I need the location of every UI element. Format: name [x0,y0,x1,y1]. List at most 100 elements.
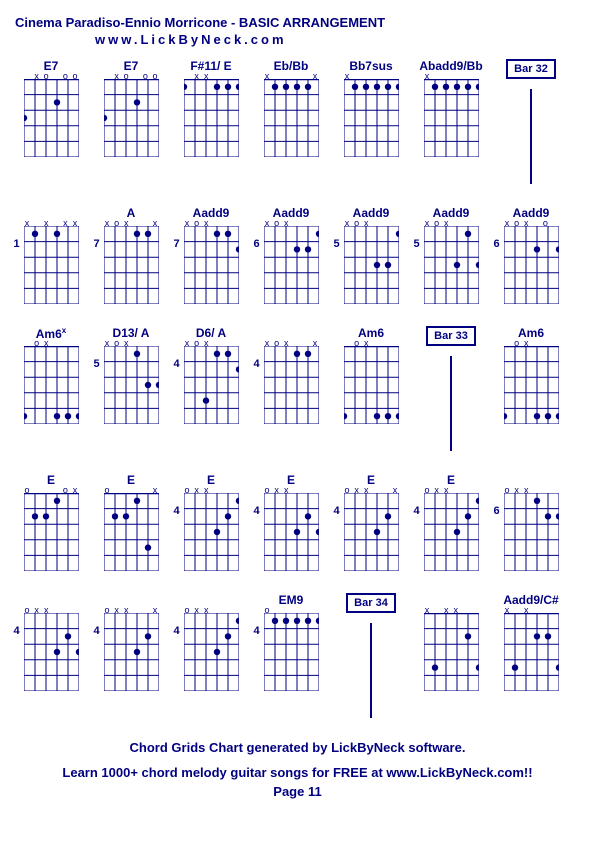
bar-marker: Bar 33 [415,326,487,451]
fret-number: 4 [414,505,420,517]
fret-number: 4 [94,625,100,637]
fret-number: 4 [174,625,180,637]
chord-cell: Aadd9xox7 [175,206,247,304]
open-markers: oox [24,485,79,495]
chord-cell: oxx 4 [15,593,87,691]
chord-cell: EM9o4 [255,593,327,691]
open-markers: xox [104,338,159,348]
chord-cell: D6/ Axox4 [175,326,247,424]
fret-number: 4 [174,505,180,517]
chord-cell: Abadd9/Bbx [415,59,487,157]
chord-grid: x [344,79,399,157]
chord-cell: Aadd9xox5 [415,206,487,304]
chord-grid: xox7 [184,226,239,304]
bar-badge: Bar 32 [506,59,556,79]
chord-grid: oxx4 [424,493,479,571]
chord-grid: oxx6 [504,493,559,571]
open-markers: xoxx [264,338,319,348]
bar-line [530,89,532,184]
song-title: Cinema Paradiso-Ennio Morricone - BASIC … [15,15,580,30]
chord-grid: xxxx1 [24,226,79,304]
chord-grid: oxxx4 [344,493,399,571]
chord-grid: xoxo6 [504,226,559,304]
chord-cell: Am6ox [495,326,567,424]
open-markers: xooo [24,71,79,81]
chord-cell: Am6ox [335,326,407,424]
chord-grid: o4 [264,613,319,691]
chord-grid: oxx4 [184,613,239,691]
fret-number: 6 [494,238,500,250]
chord-row: EooxEoxEoxx4Eoxx4Eoxxx4Eoxx4 oxx6 [15,473,580,571]
fret-number: 5 [334,238,340,250]
open-markers: oxx [424,485,479,495]
chord-grid: xooo [104,79,159,157]
chord-grid: oxx4 [264,493,319,571]
fret-number: 4 [14,625,20,637]
chord-cell: Aadd9xox6 [255,206,327,304]
chord-grid: x [424,79,479,157]
fret-number: 7 [174,238,180,250]
open-markers: oxx [184,605,239,615]
chord-row: E7xoooE7xoooF#11/ ExxEb/BbxxBb7susxAbadd… [15,59,580,184]
chord-cell: Eoxxx4 [335,473,407,571]
chord-grid: xx [184,79,239,157]
open-markers: xx [504,605,559,615]
chord-grid: oxxx4 [104,613,159,691]
chord-cell: Aadd9/C#xx [495,593,567,691]
open-markers: oxx [24,605,79,615]
chord-grid: oox [24,493,79,571]
open-markers: oxx [184,485,239,495]
open-markers: ox [104,485,159,495]
chord-row: Am6xoxD13/ Axox5D6/ Axox4 xoxx4Am6oxBar … [15,326,580,451]
chord-grid: xox5 [104,346,159,424]
chord-cell: D13/ Axox5 [95,326,167,424]
chord-cell: E7xooo [95,59,167,157]
fret-number: 5 [414,238,420,250]
chord-cell: Bb7susx [335,59,407,157]
fret-number: 5 [94,358,100,370]
chord-cell: oxx 4 [175,593,247,691]
chord-grid: xxx [424,613,479,691]
open-markers: xx [264,71,319,81]
page-number: Page 11 [15,784,580,799]
footer-line-1: Chord Grids Chart generated by LickByNec… [15,740,580,755]
chord-cell: F#11/ Exx [175,59,247,157]
chord-row: xxxx1Axoxx7Aadd9xox7Aadd9xox6Aadd9xox5Aa… [15,206,580,304]
chord-cell: Eb/Bbxx [255,59,327,157]
open-markers: ox [504,338,559,348]
fret-number: 4 [334,505,340,517]
open-markers: oxx [504,485,559,495]
chord-grid: xoxx4 [264,346,319,424]
fret-number: 4 [254,505,260,517]
chord-cell: oxxx 4 [95,593,167,691]
chord-cell: Axoxx7 [95,206,167,304]
open-markers: xx [184,71,239,81]
chord-cell: E7xooo [15,59,87,157]
url-text: www.LickByNeck.com [95,32,580,47]
open-markers: oxxx [104,605,159,615]
chord-grid: xox4 [184,346,239,424]
open-markers: x [424,71,479,81]
chord-grid: xx [264,79,319,157]
open-markers: xooo [104,71,159,81]
chord-grid: xox6 [264,226,319,304]
chord-cell: Eoox [15,473,87,571]
chord-grid: ox [104,493,159,571]
bar-line [370,623,372,718]
fret-number: 4 [174,358,180,370]
chord-grid: xooo [24,79,79,157]
chord-grid: oxx4 [184,493,239,571]
chord-grid: xox5 [344,226,399,304]
chord-grid: ox [344,346,399,424]
chord-cell: Eoxx4 [415,473,487,571]
open-markers: xoxx [104,218,159,228]
fret-number: 4 [254,358,260,370]
footer-line-2: Learn 1000+ chord melody guitar songs fo… [15,765,580,780]
open-markers: ox [344,338,399,348]
open-markers: o [264,605,319,615]
bar-marker: Bar 34 [335,593,407,718]
open-markers: xox [184,218,239,228]
chord-row: oxx4 oxxx4 oxx4EM9o4Bar 34 xxxAadd9/C#xx [15,593,580,718]
open-markers: xox [184,338,239,348]
chord-cell: oxx6 [495,473,567,571]
